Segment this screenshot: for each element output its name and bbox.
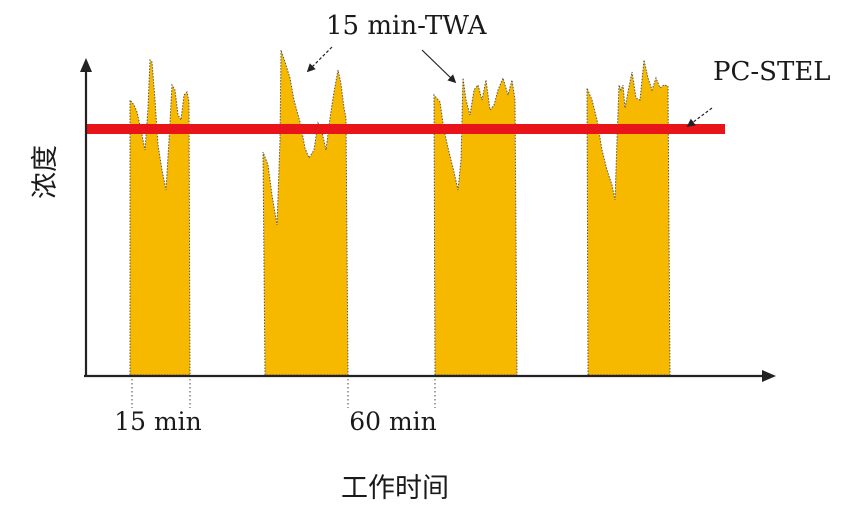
stel-annotation-label: PC-STEL (713, 57, 831, 87)
exposure-peak-3 (433, 76, 518, 376)
annotation-arrows (306, 46, 713, 128)
exposure-peak-1 (129, 58, 191, 376)
exposure-peaks (129, 49, 671, 376)
twa-arrow-2 (421, 49, 457, 84)
twa-annotation-label: 15 min-TWA (326, 11, 488, 41)
twa-arrow-1 (306, 46, 333, 73)
tick-label-15min: 15 min (114, 407, 202, 436)
reference-lines (131, 375, 436, 408)
x-axis-arrow (762, 370, 776, 382)
tick-label-60min: 60 min (349, 407, 437, 436)
y-axis-arrow (80, 58, 92, 72)
exposure-peak-2 (262, 49, 349, 376)
axes (80, 58, 776, 382)
x-axis-label: 工作时间 (341, 473, 449, 504)
exposure-peak-4 (586, 59, 671, 376)
y-axis-label: 浓度 (30, 145, 61, 199)
stel-arrow (686, 107, 713, 128)
